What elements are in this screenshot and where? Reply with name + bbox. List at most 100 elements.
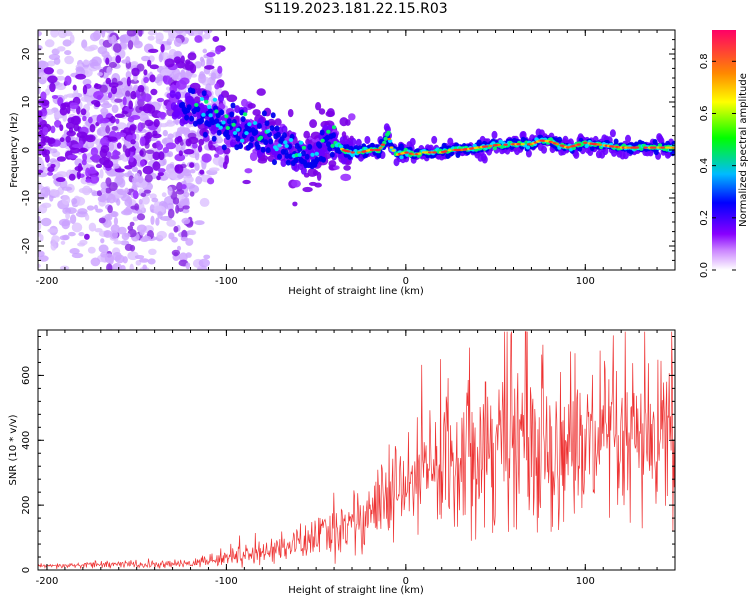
spectrogram-cell [166, 346, 171, 353]
spectrogram-cell [272, 159, 277, 166]
spectrogram-cell [93, 204, 99, 211]
spectrogram-cell [175, 143, 181, 153]
spectrogram-cell [166, 219, 176, 227]
spectrogram-cell [84, 214, 90, 221]
spectrogram-cell [253, 129, 259, 136]
spectrogram-cell [376, 148, 381, 152]
spectrogram-cell [221, 144, 227, 151]
spectrogram-cell [181, 184, 187, 190]
spectrogram-cell [195, 175, 203, 185]
spectrogram-cell [229, 139, 236, 148]
spectrogram-cell [264, 120, 270, 127]
spectrogram-cell [93, 351, 105, 361]
spectrogram-cell [183, 148, 195, 155]
spectrogram-cell [129, 124, 137, 131]
spectrogram-cell [177, 127, 183, 134]
spectrogram-cell [147, 35, 155, 41]
spectrogram-cell [79, 239, 88, 246]
spectrogram-cell [331, 132, 336, 139]
snr-frame [37, 329, 676, 571]
spectrogram-cell [185, 252, 192, 258]
spectrogram-cell [71, 198, 78, 205]
spectrogram-cell [216, 129, 222, 136]
spectrogram-cell [87, 140, 94, 148]
spectrogram-cell [38, 164, 44, 170]
spectrogram-cell [193, 96, 201, 104]
spectrogram-cell [304, 153, 310, 160]
spectrogram-cell [69, 102, 79, 110]
spectrogram-cell [71, 222, 83, 233]
spectrogram-cell [26, 82, 36, 89]
spectrogram-cell [44, 39, 55, 48]
spectrogram-cell [192, 142, 198, 149]
spectrogram-cell [150, 215, 155, 225]
spectrogram-cell [206, 52, 216, 58]
spectrogram-cell [143, 76, 149, 84]
spectrogram-cell [120, 77, 129, 88]
spectrogram-cell [149, 74, 156, 83]
spectrogram-cell [298, 140, 304, 145]
spectrogram-cell [386, 130, 391, 135]
spectrogram-cell [185, 262, 191, 270]
spectrogram-cell [557, 136, 563, 143]
spectrogram-cell [165, 104, 170, 110]
spectrogram-cell [203, 32, 211, 40]
spectrogram-cell [26, 74, 37, 82]
spectrogram-cell [137, 84, 145, 93]
spectrogram-cell [350, 137, 357, 146]
spectrogram-cell [162, 304, 168, 311]
spectrogram-cell [167, 208, 175, 219]
spectrogram-cell [119, 132, 127, 137]
spectrogram-cell [314, 151, 319, 156]
spectrogram-cell [54, 119, 62, 128]
spectrogram-cell [108, 61, 118, 68]
spectrogram-cell [215, 46, 222, 55]
spectrogram-cell [261, 110, 267, 117]
spectrogram-cell [38, 65, 42, 74]
spectrogram-cell [103, 100, 110, 106]
spectrogram-cell [147, 258, 156, 265]
spectrogram-cell [201, 112, 206, 117]
spectrogram-cell [555, 143, 560, 146]
spectrogram-cell [208, 113, 213, 118]
spectrogram-cell [194, 102, 199, 107]
spectrogram-cell [73, 123, 80, 132]
spectrogram-cell [417, 152, 422, 155]
spectrogram-cell [301, 145, 307, 150]
spectrogram-cell [112, 43, 122, 53]
spectrogram-cell [149, 64, 159, 70]
spectrogram-cell [113, 217, 119, 226]
spectrogram-cell [138, 198, 143, 205]
spectrogram-cell [38, 110, 43, 119]
spectrogram-cell [138, 30, 143, 37]
spectrogram-cell [130, 139, 136, 145]
spectrogram-y-label: Frequency (Hz) [9, 112, 20, 188]
spectrogram-cell [88, 116, 93, 124]
spectrogram-cell [116, 188, 124, 194]
y-tick-label: 0 [21, 567, 32, 573]
spectrogram-cell [114, 113, 126, 119]
spectrogram-cell [59, 235, 69, 241]
spectrogram-cell [87, 246, 96, 254]
spectrogram-cell [181, 217, 191, 225]
spectrogram-cell [71, 252, 84, 259]
spectrogram-cell [143, 189, 152, 194]
spectrogram-cell [26, 109, 36, 118]
colorbar-tick-label: 0.8 [699, 53, 710, 69]
spectrogram-cell [148, 48, 159, 54]
spectrogram-cell [192, 19, 204, 29]
spectrogram-cell [197, 144, 203, 153]
spectrogram-cell [96, 114, 104, 124]
spectrogram-cell [399, 155, 404, 160]
spectrogram-cell [107, 213, 113, 221]
spectrogram-cell [293, 157, 299, 164]
colorbar-ticks: 0.0 0.2 0.4 0.6 0.8 [699, 53, 736, 278]
spectrogram-cell [62, 39, 72, 47]
spectrogram-cell [110, 85, 118, 95]
spectrogram-cell [176, 245, 182, 251]
spectrogram-cell [609, 129, 616, 138]
spectrogram-cell [176, 181, 183, 192]
spectrogram-cell [125, 70, 132, 79]
